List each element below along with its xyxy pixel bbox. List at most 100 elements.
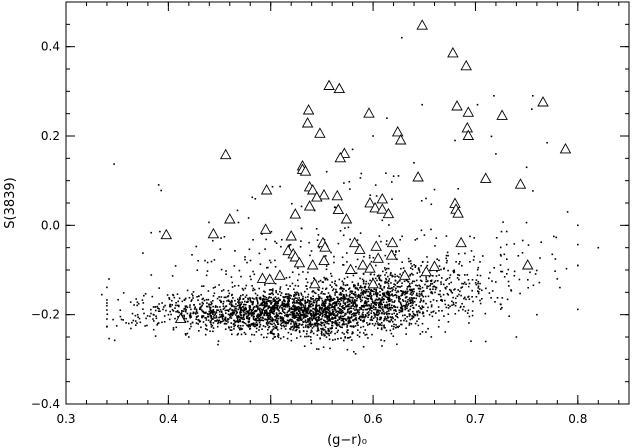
data-point-dot xyxy=(394,276,396,278)
data-point-dot xyxy=(261,298,264,300)
data-point-dot xyxy=(329,296,332,298)
data-point-triangle xyxy=(420,265,433,277)
data-point-dot xyxy=(240,303,243,305)
data-point-dot xyxy=(445,254,448,257)
data-point-dot xyxy=(347,305,350,308)
data-point-dot xyxy=(359,286,362,289)
data-point-dot xyxy=(326,297,329,299)
data-point-dot xyxy=(334,294,336,296)
data-point-dot xyxy=(210,317,213,319)
data-point-dot xyxy=(467,279,470,281)
data-point-dot xyxy=(340,288,343,290)
data-point-dot xyxy=(296,312,298,314)
data-point-dot xyxy=(337,338,339,340)
data-point-dot xyxy=(251,303,253,306)
data-point-dot xyxy=(412,302,414,304)
data-point-dot xyxy=(279,299,281,301)
data-point-dot xyxy=(249,275,251,278)
data-point-dot xyxy=(326,296,329,298)
data-point-dot xyxy=(241,309,243,312)
data-point-dot xyxy=(388,303,391,305)
data-point-triangle xyxy=(334,151,347,163)
data-point-dot xyxy=(221,320,223,323)
data-point-dot xyxy=(378,303,380,306)
data-point-dot xyxy=(425,197,427,200)
data-point-dot xyxy=(197,323,199,325)
data-point-dot xyxy=(378,277,381,280)
data-point-dot xyxy=(414,266,417,268)
data-point-dot xyxy=(343,339,345,342)
data-point-dot xyxy=(255,310,257,313)
data-point-dot xyxy=(309,324,311,326)
data-point-dot xyxy=(295,326,298,329)
data-point-dot xyxy=(349,296,351,299)
data-point-dot xyxy=(131,321,133,324)
data-point-dot xyxy=(325,265,328,267)
data-point-dot xyxy=(290,308,293,311)
data-point-dot xyxy=(346,311,349,314)
data-point-dot xyxy=(384,274,386,276)
data-point-dot xyxy=(467,285,470,288)
data-point-dot xyxy=(413,300,416,303)
data-point-dot xyxy=(261,304,263,307)
data-point-dot xyxy=(217,343,219,346)
data-point-dot xyxy=(340,286,342,289)
data-point-dot xyxy=(232,323,235,326)
data-point-dot xyxy=(242,294,244,296)
data-point-dot xyxy=(172,327,175,329)
data-point-dot xyxy=(283,311,285,313)
data-point-dot xyxy=(184,333,187,335)
data-point-dot xyxy=(365,301,368,304)
data-point-dot xyxy=(226,295,229,298)
data-point-dot xyxy=(159,230,161,233)
x-tick-label: 0.5 xyxy=(261,412,280,426)
data-point-dot xyxy=(218,284,220,286)
data-point-dot xyxy=(349,321,351,324)
data-point-dot xyxy=(328,338,331,341)
data-point-dot xyxy=(356,309,358,311)
data-point-dot xyxy=(227,313,230,316)
data-point-dot xyxy=(270,261,272,264)
data-point-dot xyxy=(330,312,333,315)
data-point-dot xyxy=(459,306,462,309)
data-point-dot xyxy=(328,296,331,298)
data-point-dot xyxy=(359,177,362,179)
data-point-dot xyxy=(257,305,259,307)
data-point-dot xyxy=(353,305,356,308)
data-point-dot xyxy=(253,273,256,276)
data-point-dot xyxy=(258,318,261,320)
data-point-dot xyxy=(460,287,462,289)
data-point-dot xyxy=(322,302,325,305)
data-point-dot xyxy=(330,330,333,333)
data-point-dot xyxy=(169,305,172,308)
data-point-dot xyxy=(380,303,382,306)
data-point-dot xyxy=(329,327,332,330)
data-point-dot xyxy=(184,297,187,300)
data-point-dot xyxy=(391,275,394,278)
data-point-dot xyxy=(344,312,346,315)
data-point-dot xyxy=(382,301,385,303)
data-point-dot xyxy=(202,315,205,317)
data-point-dot xyxy=(432,285,434,288)
data-point-triangle xyxy=(319,241,331,252)
y-axis-ticks: −0.4−0.20.00.20.4 xyxy=(31,1,629,411)
data-point-dot xyxy=(189,306,191,308)
data-point-dot xyxy=(298,306,300,309)
data-point-dot xyxy=(233,328,235,330)
data-point-dot xyxy=(236,320,239,322)
data-point-dot xyxy=(346,284,349,286)
data-point-dot xyxy=(284,314,286,317)
data-point-dot xyxy=(228,327,230,329)
data-point-dot xyxy=(384,269,387,271)
data-point-dot xyxy=(455,261,457,263)
data-point-dot xyxy=(319,313,322,316)
data-point-dot xyxy=(370,310,373,312)
data-point-dot xyxy=(203,312,205,314)
data-point-dot xyxy=(326,299,328,301)
data-point-triangle xyxy=(332,203,345,215)
data-point-dot xyxy=(353,312,355,314)
data-point-dot xyxy=(435,286,438,289)
data-point-dot xyxy=(425,276,427,278)
data-point-dot xyxy=(387,317,389,319)
data-point-dot xyxy=(356,288,358,290)
